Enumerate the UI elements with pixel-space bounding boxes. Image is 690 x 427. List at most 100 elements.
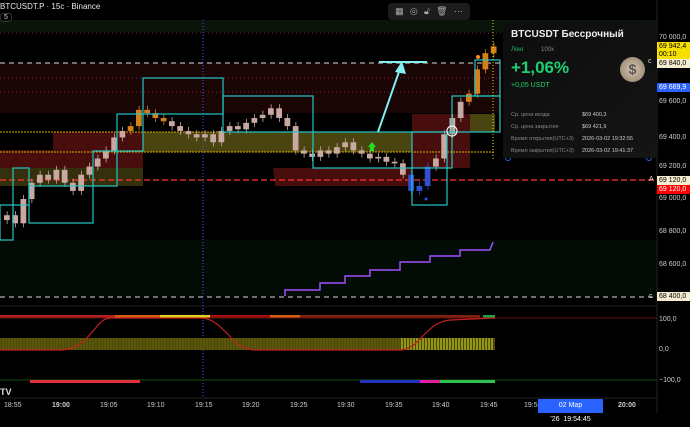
candle-body bbox=[4, 215, 10, 221]
layout-icon[interactable]: ▦ bbox=[395, 6, 404, 16]
level-a-label: 69 120,0 bbox=[657, 176, 690, 185]
candle-body bbox=[474, 69, 480, 94]
range-box bbox=[0, 204, 14, 241]
candle-body bbox=[383, 156, 390, 162]
candle-body bbox=[408, 174, 414, 191]
candle-body bbox=[400, 163, 406, 175]
candle-body bbox=[45, 174, 51, 180]
coin-icon: $ bbox=[620, 57, 645, 82]
trash-icon[interactable]: 🗑︎ bbox=[436, 6, 448, 16]
card-title: BTCUSDT Бессрочный bbox=[511, 29, 624, 40]
candle-body bbox=[342, 142, 348, 148]
osc-color-bar bbox=[483, 315, 495, 318]
time-label: 19:15 bbox=[195, 402, 213, 409]
candle-body bbox=[127, 126, 134, 131]
candle-body bbox=[325, 150, 332, 154]
position-card[interactable]: BTCUSDT Бессрочный Лонг 100x +1,06% +0,0… bbox=[503, 22, 658, 158]
pnl-percent: +1,06% bbox=[511, 58, 570, 77]
unlock-icon[interactable]: 🔓︎ bbox=[424, 6, 430, 16]
osc-label: −100,0 bbox=[659, 377, 681, 384]
card-row: Ср. цена входа $69 400,3 bbox=[511, 112, 607, 118]
price-label: 69 200,0 bbox=[659, 163, 687, 170]
candle-body bbox=[78, 174, 84, 191]
time-label: 20:00 bbox=[618, 402, 636, 409]
candle-body bbox=[466, 93, 472, 102]
candle-body bbox=[136, 109, 142, 127]
green-zone bbox=[0, 240, 657, 297]
candle-body bbox=[144, 109, 150, 114]
candle-body bbox=[375, 156, 381, 159]
interval-badge[interactable]: 5 bbox=[0, 13, 12, 22]
card-row: Время закрытия(UTC+3) 2026-03-02 19:41:37 bbox=[511, 148, 634, 154]
crosshair-date-label: 02 Мар '26 19:54:45 bbox=[538, 399, 603, 423]
osc-color-bar bbox=[115, 315, 160, 318]
time-label: 18:55 bbox=[4, 402, 22, 409]
more-icon[interactable]: ⋯ bbox=[453, 6, 463, 16]
candle-body bbox=[433, 158, 439, 167]
time-label: 19:05 bbox=[100, 402, 118, 409]
line-marker-a: A bbox=[649, 176, 654, 183]
olive-band-right bbox=[470, 114, 495, 132]
candle-body bbox=[61, 169, 68, 183]
osc-label: 0,0 bbox=[659, 346, 669, 353]
indicator-line bbox=[284, 241, 494, 296]
candle-body bbox=[160, 118, 167, 122]
candle-body bbox=[119, 130, 126, 138]
candle-body bbox=[309, 153, 315, 157]
range-box bbox=[28, 185, 94, 224]
position-side: Лонг bbox=[511, 47, 524, 53]
price-chart[interactable] bbox=[0, 0, 690, 413]
osc-color-bar bbox=[160, 315, 210, 318]
buy-arrow-icon bbox=[368, 142, 376, 151]
time-label: 19:30 bbox=[337, 402, 355, 409]
candle-body bbox=[301, 150, 307, 154]
level-c-bottom-label: 68 400,0 bbox=[657, 292, 690, 301]
arrow-head bbox=[395, 61, 406, 74]
range-box bbox=[474, 59, 501, 97]
leverage: 100x bbox=[541, 47, 555, 53]
time-label: 19:00 bbox=[52, 402, 70, 409]
entry-circle bbox=[446, 125, 458, 137]
range-box bbox=[92, 150, 118, 187]
range-box bbox=[116, 113, 144, 152]
candle-body bbox=[490, 46, 497, 54]
drawing-toolbar: ▦ ◎ 🔓︎ 🗑︎ ⋯ bbox=[388, 3, 470, 20]
countdown-label: 00:10 bbox=[657, 50, 690, 59]
target-icon[interactable]: ◎ bbox=[409, 6, 418, 16]
candle-body bbox=[202, 134, 208, 138]
candle-body bbox=[177, 126, 183, 131]
time-label: 19:50 bbox=[524, 402, 542, 409]
osc-color-bar bbox=[270, 315, 300, 318]
line-marker-c: c bbox=[648, 58, 652, 65]
candle-body bbox=[292, 126, 299, 151]
trend-arrow bbox=[377, 65, 402, 133]
red-zone bbox=[0, 63, 500, 113]
card-row: Время открытия(UTC+3) 2026-03-02 19:32:55 bbox=[511, 136, 634, 142]
candle-body bbox=[28, 182, 35, 199]
price-label: 69 600,0 bbox=[659, 98, 687, 105]
candle-body bbox=[210, 134, 216, 143]
tradingview-logo[interactable]: TV bbox=[0, 387, 12, 397]
level-a-red-label: 69 120,0 bbox=[657, 185, 690, 194]
candle-body bbox=[276, 108, 282, 118]
signal-dot bbox=[476, 55, 480, 59]
candle-body bbox=[218, 130, 225, 143]
candle-body bbox=[243, 122, 249, 130]
time-label: 19:25 bbox=[290, 402, 308, 409]
candle-body bbox=[268, 108, 274, 115]
candle-body bbox=[103, 150, 109, 159]
osc-signal-bar bbox=[440, 380, 495, 383]
range-box bbox=[312, 131, 453, 169]
osc-label: 100,0 bbox=[659, 316, 677, 323]
osc-color-bar bbox=[210, 315, 270, 318]
candle-body bbox=[317, 150, 324, 157]
candle-body bbox=[152, 113, 159, 118]
candle-body bbox=[193, 134, 200, 138]
crosshair-price-label: 69 669,9 bbox=[657, 83, 690, 92]
osc-color-bar bbox=[0, 315, 115, 318]
price-label: 70 000,0 bbox=[659, 34, 687, 41]
symbol-title: BTCUSDT.P · 15с · Binance bbox=[0, 2, 101, 11]
candle-body bbox=[391, 161, 398, 164]
candle-body bbox=[284, 118, 291, 127]
candle-body bbox=[358, 150, 365, 154]
